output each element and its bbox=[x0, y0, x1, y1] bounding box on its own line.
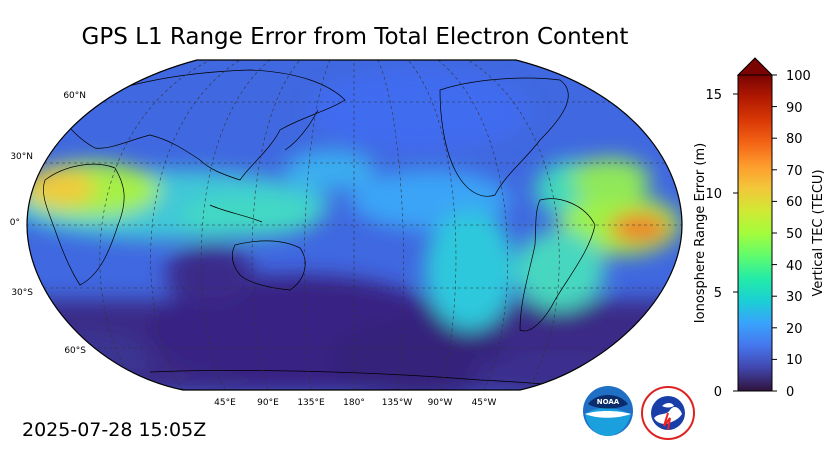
tec-field bbox=[27, 60, 682, 390]
colorbar-left-axis: 0 5 10 15 bbox=[705, 88, 738, 400]
left-tick-10: 10 bbox=[705, 187, 722, 202]
lat-label-30s: 30°S bbox=[11, 288, 33, 298]
right-tick-20: 20 bbox=[786, 322, 803, 337]
lat-label-30n: 30°N bbox=[10, 152, 33, 162]
latitude-labels: 60°N 30°N 0° 30°S 60°S bbox=[10, 91, 87, 356]
left-tick-15: 15 bbox=[705, 88, 722, 103]
right-tick-100: 100 bbox=[786, 69, 811, 84]
right-tick-10: 10 bbox=[786, 353, 803, 368]
lon-label-45e: 45°E bbox=[214, 398, 236, 408]
right-tick-80: 80 bbox=[786, 132, 803, 147]
valid-time: 2025-07-28 15:05Z bbox=[22, 419, 207, 441]
nws-logo bbox=[641, 386, 695, 440]
lon-label-90e: 90°E bbox=[257, 398, 279, 408]
agency-logos: NOAA bbox=[582, 384, 702, 446]
lon-label-90w: 90°W bbox=[428, 398, 453, 408]
right-tick-50: 50 bbox=[786, 227, 803, 242]
longitude-labels: 45°E 90°E 135°E 180° 135°W 90°W 45°W bbox=[214, 398, 496, 408]
lon-label-180: 180° bbox=[343, 398, 365, 408]
lon-label-135e: 135°E bbox=[297, 398, 325, 408]
right-tick-90: 90 bbox=[786, 101, 803, 116]
graticule bbox=[27, 60, 682, 390]
right-tick-40: 40 bbox=[786, 259, 803, 274]
lon-label-135w: 135°W bbox=[382, 398, 413, 408]
colorbar-right-axis: 0 10 20 30 40 50 60 70 80 90 100 bbox=[772, 69, 811, 400]
colorbar-extend-arrow bbox=[736, 57, 774, 76]
map-boundary bbox=[26, 59, 683, 391]
lat-label-60n: 60°N bbox=[63, 91, 86, 101]
right-tick-0: 0 bbox=[786, 385, 794, 400]
right-axis-label: Vertical TEC (TECU) bbox=[811, 169, 826, 296]
noaa-logo: NOAA bbox=[583, 386, 633, 436]
right-tick-30: 30 bbox=[786, 290, 803, 305]
left-axis-label: Ionosphere Range Error (m) bbox=[693, 143, 708, 323]
right-tick-70: 70 bbox=[786, 164, 803, 179]
chart-title: GPS L1 Range Error from Total Electron C… bbox=[81, 24, 629, 50]
noaa-logo-text: NOAA bbox=[597, 398, 620, 406]
lon-label-45w: 45°W bbox=[472, 398, 497, 408]
left-tick-5: 5 bbox=[714, 286, 722, 301]
lat-label-60s: 60°S bbox=[64, 346, 86, 356]
right-tick-60: 60 bbox=[786, 195, 803, 210]
colorbar-body bbox=[737, 74, 773, 392]
left-tick-0: 0 bbox=[714, 385, 722, 400]
lat-label-eq: 0° bbox=[10, 218, 20, 228]
